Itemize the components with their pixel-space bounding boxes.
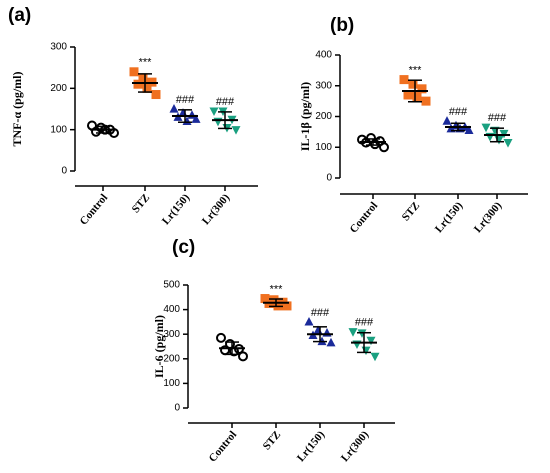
data-point: [91, 126, 101, 137]
data-point: [361, 346, 371, 356]
data-point: [357, 329, 367, 338]
x-tick-label: Lr(150): [433, 200, 466, 236]
data-point: [142, 83, 152, 93]
significance-label: ###: [216, 96, 235, 108]
x-tick-label: Control: [348, 200, 381, 236]
x-tick-label: STZ: [400, 200, 423, 224]
panel-title: (b): [330, 15, 354, 36]
x-tick-label: Lr(150): [295, 429, 328, 465]
x-tick-label: Lr(300): [472, 200, 505, 236]
data-point: [231, 126, 241, 135]
x-tick-label: Lr(300): [339, 429, 372, 465]
data-point: [494, 135, 504, 145]
x-tick-label: STZ: [261, 429, 284, 453]
data-point: [348, 328, 358, 337]
significance-label: ###: [311, 307, 330, 319]
data-point: [282, 301, 292, 311]
data-point: [213, 117, 223, 127]
data-point: [370, 139, 380, 150]
y-tick-label: 100: [315, 142, 332, 153]
data-point: [326, 337, 336, 347]
data-point: [191, 114, 201, 123]
y-tick-label: 0: [174, 403, 180, 414]
data-point: [151, 90, 161, 100]
significance-label: ###: [449, 106, 468, 118]
significance-label: ***: [409, 65, 423, 77]
x-tick-label: STZ: [130, 192, 153, 216]
y-tick-label: 300: [50, 42, 67, 53]
data-point: [399, 75, 409, 85]
x-tick-label: Control: [78, 192, 111, 228]
data-point: [366, 336, 376, 346]
data-point: [216, 332, 226, 343]
data-point: [260, 294, 270, 304]
y-tick-label: 400: [315, 50, 332, 61]
data-point: [464, 125, 474, 134]
y-tick-label: 400: [163, 304, 180, 315]
y-tick-label: 100: [163, 378, 180, 389]
data-point: [138, 73, 148, 83]
y-axis-label: IL-1β (pg/ml): [298, 82, 312, 151]
y-tick-label: 200: [163, 353, 180, 364]
data-point: [412, 92, 422, 102]
data-point: [379, 142, 389, 153]
panel-title: (a): [8, 5, 31, 26]
data-point: [169, 104, 179, 113]
x-tick-label: Lr(150): [160, 192, 193, 228]
data-point: [421, 96, 431, 106]
y-axis-label: IL-6 (pg/ml): [152, 315, 166, 378]
data-point: [503, 139, 513, 148]
y-tick-label: 300: [315, 80, 332, 91]
x-tick-label: Lr(300): [200, 192, 233, 228]
y-tick-label: 200: [315, 111, 332, 122]
data-point: [209, 107, 219, 117]
significance-label: ###: [488, 112, 507, 124]
y-axis-label: TNF-α (pg/ml): [10, 71, 24, 146]
data-point: [304, 316, 314, 326]
data-point: [129, 67, 139, 77]
data-point: [370, 352, 380, 362]
panel-title: (c): [172, 237, 195, 258]
data-point: [481, 123, 491, 133]
data-point: [238, 351, 248, 362]
significance-label: ***: [270, 283, 284, 295]
significance-label: ###: [355, 317, 374, 329]
significance-label: ***: [139, 57, 153, 69]
y-tick-label: 100: [50, 124, 67, 135]
data-point: [417, 84, 427, 94]
x-tick-label: Control: [207, 429, 240, 465]
y-tick-label: 500: [163, 280, 180, 291]
y-tick-label: 0: [61, 166, 67, 177]
data-point: [133, 79, 143, 89]
data-point: [408, 79, 418, 89]
y-tick-label: 0: [326, 173, 332, 184]
y-tick-label: 200: [50, 83, 67, 94]
data-point: [322, 328, 332, 337]
y-tick-label: 300: [163, 329, 180, 340]
data-point: [403, 90, 413, 100]
significance-label: ###: [176, 94, 195, 106]
data-point: [442, 116, 452, 125]
